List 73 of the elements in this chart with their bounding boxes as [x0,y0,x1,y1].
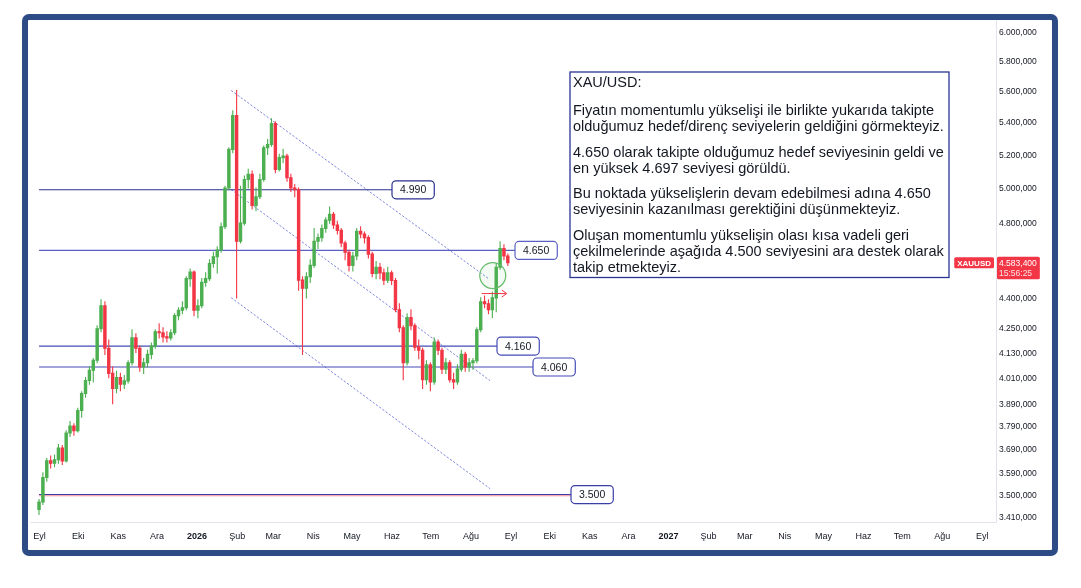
candlestick [463,351,467,372]
x-tick-label: Şub [700,531,717,542]
x-tick-label: May [814,531,833,542]
x-tick-label: Haz [384,531,401,542]
x-tick-label: Eki [72,531,85,542]
candlestick [161,327,165,343]
ref-line-label: 4.650 [523,244,550,257]
annotation: XAU/USD: [573,74,642,90]
x-tick-label: Eyl [976,531,989,542]
x-tick-label: Nis [778,531,792,542]
x-tick-label: Ara [150,531,165,542]
x-tick-label: Ağu [934,531,951,542]
y-tick-label: 6.000,000 [999,26,1038,37]
candlestick [386,266,390,283]
y-tick-label: 3.590,000 [999,467,1038,478]
x-tick-label: Kas [581,531,598,542]
y-tick-label: 5.200,000 [999,149,1038,160]
candlestick [486,299,491,315]
x-tick-label: Eyl [504,531,518,542]
y-tick-label: 4.800,000 [999,218,1038,229]
x-tick-label: Tem [422,531,440,542]
x-tick-label: 2026 [187,531,208,542]
x-tick-label: Mar [265,531,282,542]
y-tick-label: 4.250,000 [999,322,1038,333]
x-tick-label: Haz [855,531,872,542]
y-tick-label: 3.890,000 [999,398,1038,409]
y-tick-label: 3.790,000 [999,421,1038,432]
ref-line-label: 3.500 [579,488,606,501]
ref-line-label: 4.990 [400,183,427,196]
candlestick [60,445,64,465]
x-tick-label: Ara [621,531,636,542]
candlestick [165,331,169,343]
candlestick [118,372,123,392]
y-tick-label: 5.800,000 [999,55,1038,66]
candlestick [250,170,254,210]
ref-line-label: 4.060 [541,360,568,373]
annotation: Fiyatın momentumlu yükselişi ile birlikte yukarıda takipte olduğumuz hedef/direnç seviyelerin geldiğini görmekteyiz. [573,102,944,134]
annotation: 4.650 olarak takipte olduğumuz hedef seviyesinin geldi ve en yüksek 4.697 seviyesi görüldü. [573,143,944,176]
annotation: Oluşan momentumlu yükselişin olası kısa vadeli geri çekilmelerinde aşağıda 4.500 seviyesini ara destek olarak takip etmekteyiz. [573,226,945,275]
x-tick-label: May [343,531,362,542]
y-tick-label: 4.130,000 [999,347,1038,358]
x-tick-label: Eki [543,531,556,542]
annotation: Bu noktada yükselişlerin devam edebilmesi adına 4.650 seviyesinin kazanılması gerektiğini düşünmekteyiz. [573,185,931,217]
y-tick-label: 4.400,000 [999,293,1038,304]
x-tick-label: Eyl [33,531,46,542]
y-tick-label: 3.500,000 [999,489,1038,500]
candlestick [432,337,436,385]
candlestick [467,358,471,372]
x-tick-label: Şub [229,531,246,542]
text: 15:56:25 [999,268,1033,279]
text: 4.583,400 [999,257,1038,268]
candlestick [48,455,53,469]
candlestick [444,358,448,374]
x-tick-label: Nis [306,531,321,542]
ref-line-label: 4.160 [505,339,532,352]
candlestick [374,261,378,280]
candlestick [192,270,196,317]
y-tick-label: 5.000,000 [999,183,1038,194]
candlestick [72,423,76,436]
candlestick [405,313,409,366]
x-tick-label: Ağu [462,531,479,542]
y-tick-label: 3.690,000 [999,444,1038,455]
y-tick-label: 5.600,000 [999,85,1038,96]
y-tick-label: 4.010,000 [999,372,1038,383]
x-tick-label: Tem [893,531,911,542]
y-tick-label: 5.400,000 [999,117,1038,128]
candlestick [277,153,281,172]
candlestick [157,323,161,339]
x-tick-label: 2027 [658,531,679,542]
y-tick-label: 3.410,000 [999,512,1038,523]
candlestick [114,370,119,394]
x-tick-label: Mar [736,531,753,542]
x-tick-label: Kas [110,531,127,542]
